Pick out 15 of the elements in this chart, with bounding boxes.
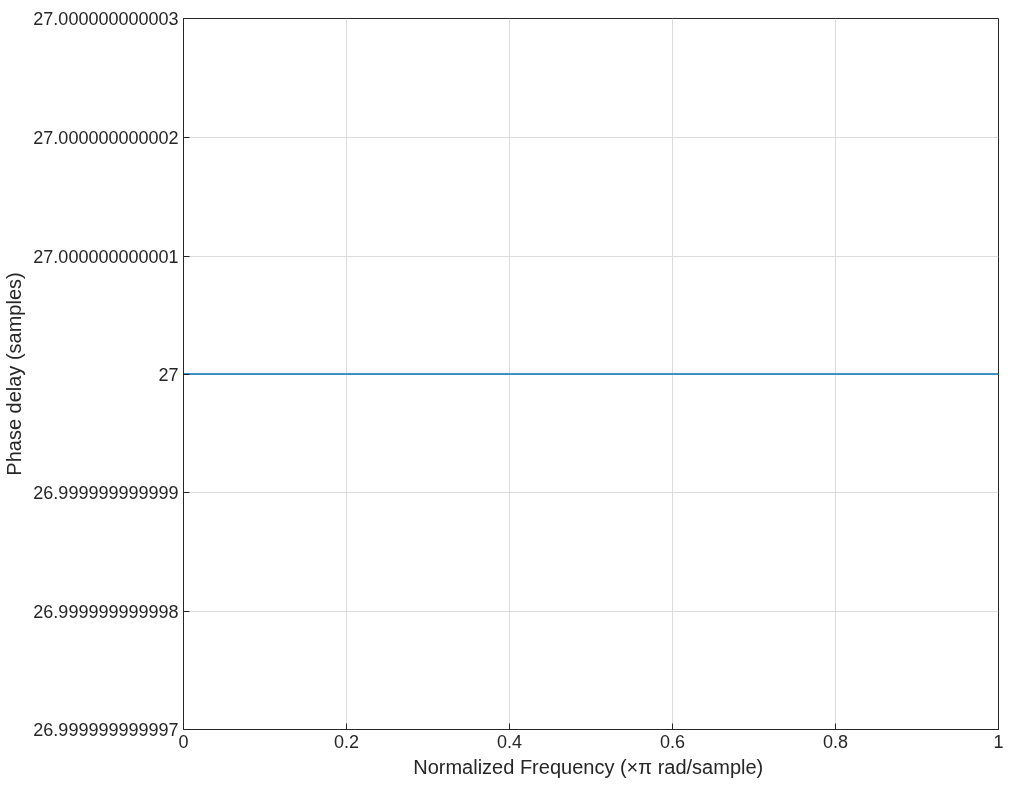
x-tick-label: 0.2 (333, 731, 360, 752)
y-axis-title: Phase delay (samples) (3, 272, 26, 476)
y-tick-label: 27.000000000002 (33, 127, 179, 148)
y-tick-label: 27.000000000003 (33, 9, 179, 29)
x-axis-title: Normalized Frequency (×π rad/sample) (413, 755, 764, 778)
x-tick-label: 0.8 (822, 731, 849, 752)
y-tick-label: 26.999999999999 (33, 483, 179, 503)
x-tick-label: 1 (993, 731, 1004, 752)
x-tick-label: 0.4 (496, 731, 523, 752)
x-tick-label: 0 (178, 731, 189, 752)
x-tick-label: 0.6 (659, 731, 686, 752)
y-tick-label: 27.000000000001 (33, 246, 179, 267)
y-tick-label: 26.999999999997 (33, 720, 179, 740)
y-tick-label: 26.999999999998 (33, 602, 179, 622)
y-tick-label: 27 (158, 364, 179, 385)
